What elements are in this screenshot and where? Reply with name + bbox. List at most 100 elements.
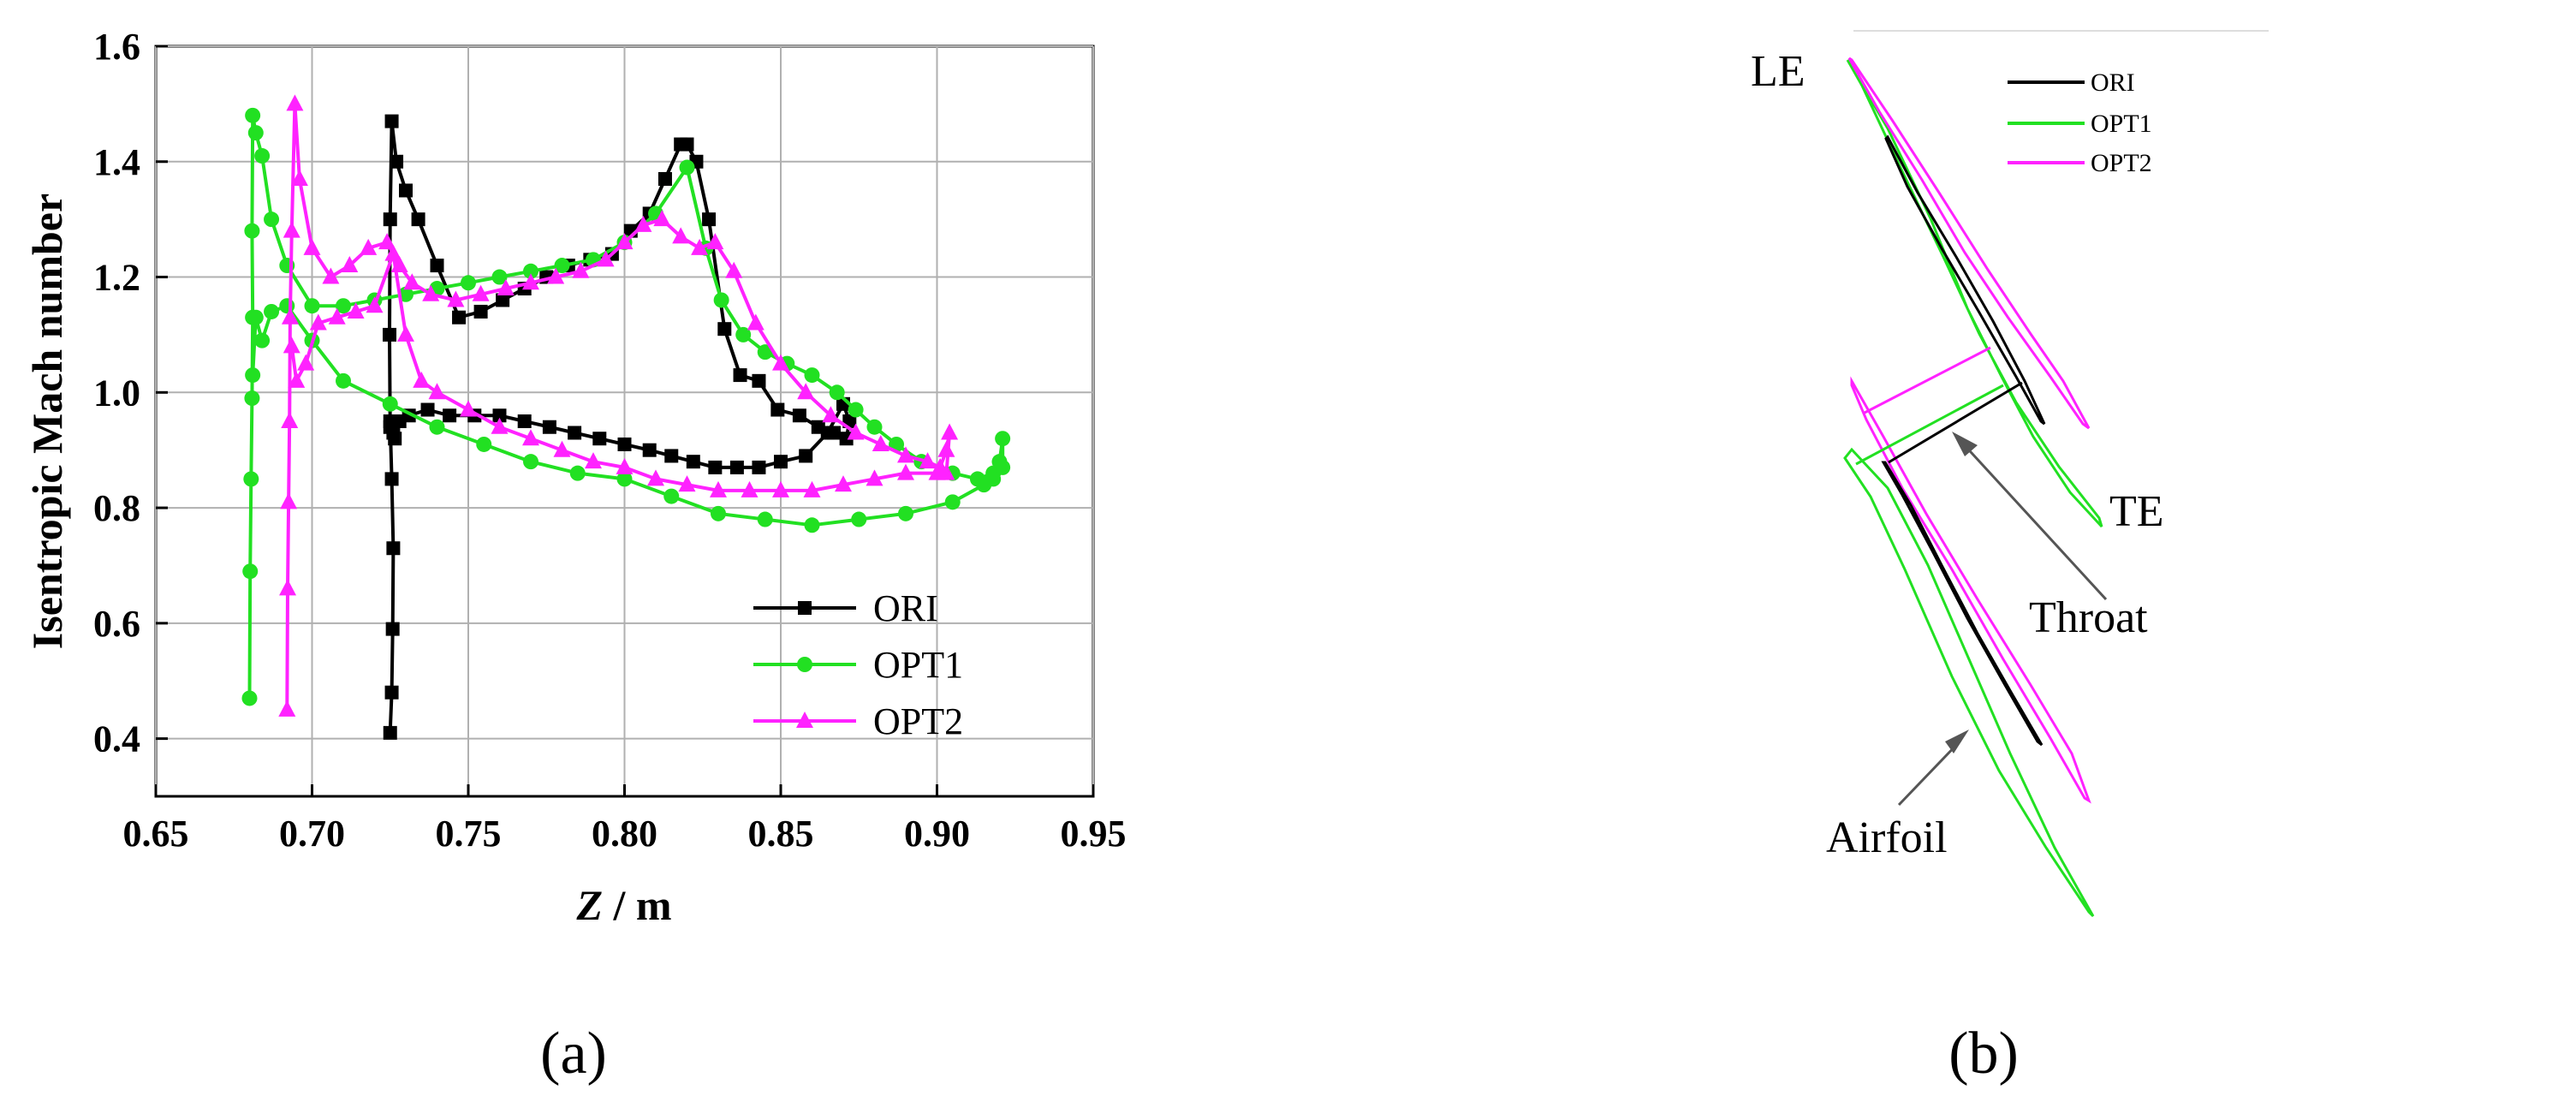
ori-point — [799, 449, 813, 463]
ori-point — [792, 408, 806, 423]
ori-lower-blade — [1881, 461, 2044, 747]
opt1-point — [995, 431, 1011, 447]
label-throat: Throat — [2029, 593, 2148, 642]
opt2-point — [303, 238, 321, 255]
ori-point — [386, 541, 401, 556]
opt1-point — [336, 298, 351, 314]
opt1-point — [866, 419, 883, 435]
ori-point — [399, 183, 413, 198]
opt2-point — [653, 210, 671, 227]
opt2-point — [797, 383, 815, 400]
opt1-point — [398, 286, 413, 302]
label-airfoil: Airfoil — [1826, 813, 1948, 862]
opt1-point — [804, 517, 820, 533]
ori-point — [774, 455, 788, 469]
opt2-point — [384, 244, 402, 261]
opt2-point — [491, 417, 509, 434]
opt2-point — [290, 169, 308, 186]
opt1-point — [829, 384, 845, 401]
x-axis-title: Z / m — [575, 881, 671, 929]
opt2-point — [937, 440, 955, 457]
opt1-point — [898, 505, 913, 521]
x-tick-label: 0.95 — [1061, 813, 1127, 855]
opt2-point — [378, 233, 396, 250]
opt2-point — [616, 233, 634, 250]
opt2-point — [403, 273, 421, 290]
opt2-point — [472, 284, 490, 301]
opt1-lower-blade — [1843, 447, 2095, 918]
airfoil-arrow-line — [1897, 739, 1962, 807]
opt2-point — [553, 440, 571, 457]
opt2-point — [288, 371, 306, 388]
panel-label-b: (b) — [1948, 1021, 2019, 1087]
ori-point — [680, 137, 694, 152]
opt2-point — [597, 250, 615, 267]
ori-point — [452, 310, 467, 325]
opt2-point — [497, 279, 515, 296]
x-tick-label: 0.75 — [436, 813, 502, 855]
opt1-point — [254, 332, 271, 348]
opt1-point — [848, 402, 864, 418]
grid-lines — [155, 45, 1094, 796]
opt2-point — [286, 94, 304, 111]
ori-point — [617, 437, 632, 451]
ori-point — [717, 322, 732, 337]
y-tick-label: 1.0 — [93, 372, 140, 414]
opt1-point — [247, 125, 264, 141]
opt2-point — [428, 383, 446, 400]
opt2-point — [897, 463, 914, 480]
opt2-point — [413, 371, 431, 388]
ori-point — [752, 373, 766, 388]
ori-point — [384, 685, 399, 700]
opt2-point — [522, 273, 539, 290]
opt1-point — [243, 471, 259, 487]
y-tick-label: 1.6 — [93, 26, 140, 68]
ori-point — [592, 432, 607, 446]
opt1-point — [491, 269, 508, 285]
opt1-point — [679, 159, 695, 176]
opt1-point — [663, 488, 680, 504]
label-le: LE — [1751, 47, 1806, 96]
ori-point — [384, 472, 399, 486]
y-tick-label: 0.6 — [93, 603, 140, 645]
y-tick-label: 1.2 — [93, 257, 140, 299]
opt1-point — [254, 148, 271, 164]
opt2-point — [919, 452, 937, 469]
diagram-legend-label-opt2: OPT2 — [2091, 149, 2152, 177]
chart-legend: ORI OPT1 OPT2 — [753, 587, 963, 742]
opt2-point — [747, 313, 764, 331]
label-te: TE — [2109, 487, 2164, 536]
opt1-point — [616, 471, 633, 487]
opt1-point — [523, 263, 538, 279]
opt2-point — [283, 221, 300, 238]
ori-point — [385, 622, 400, 636]
opt2-upper-blade — [1847, 57, 2091, 430]
ori-point — [420, 402, 435, 417]
opt2-point — [872, 434, 889, 451]
ori-point — [702, 212, 717, 227]
throat-line-opt1 — [1855, 384, 2004, 466]
opt2-point — [390, 256, 408, 273]
ori-point — [430, 259, 444, 273]
ori-point — [642, 443, 657, 457]
throat-line-ori — [1888, 381, 2023, 464]
opt2-point — [447, 290, 465, 307]
throat-arrow-line — [1960, 441, 2108, 601]
throat-arrow-head — [1952, 432, 1978, 456]
ori-point — [492, 408, 507, 423]
opt2-point — [835, 475, 852, 492]
opt1-point — [757, 344, 773, 360]
opt2-point — [328, 307, 346, 325]
opt2-point — [928, 463, 946, 480]
blade-profile-diagram: LE TE Throat Airfoil ORI OPT1 OPT2 — [1751, 30, 2269, 918]
ori-point — [542, 420, 556, 434]
opt1-point — [976, 477, 992, 493]
opt1-point — [244, 390, 260, 407]
opt2-point — [322, 267, 340, 284]
opt2-point — [897, 446, 914, 463]
opt2-point — [710, 480, 727, 497]
opt2-point — [941, 423, 959, 440]
opt2-point — [772, 480, 789, 497]
opt1-point — [944, 494, 961, 510]
